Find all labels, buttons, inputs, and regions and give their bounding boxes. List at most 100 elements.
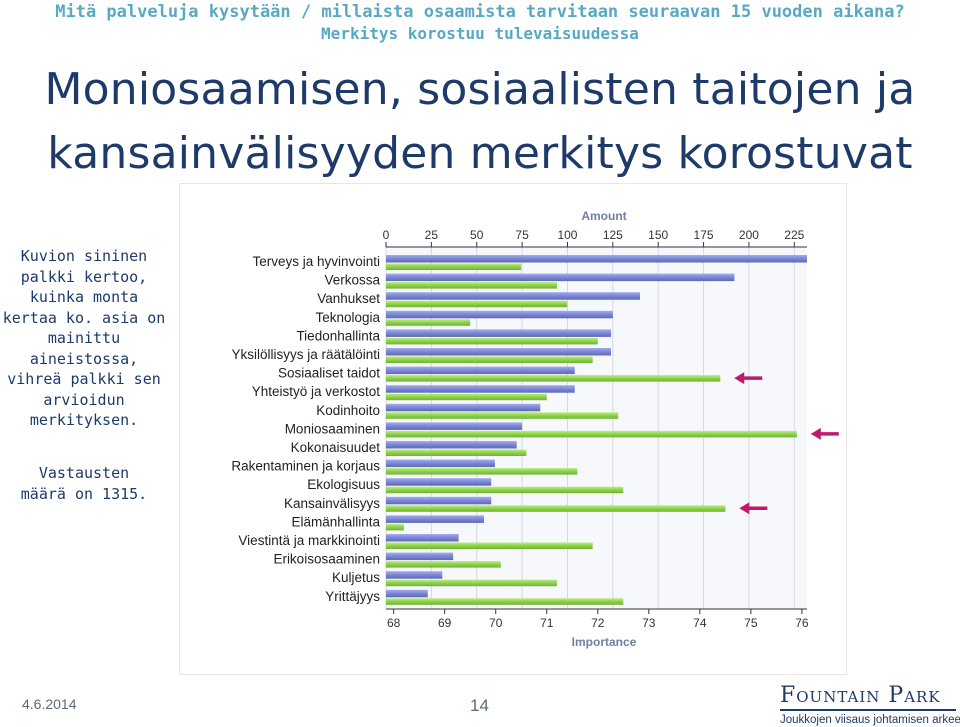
amount-bar xyxy=(386,515,484,523)
side-note-line: mainittu xyxy=(47,329,121,347)
amount-bar xyxy=(386,571,443,579)
page-title-line-2: kansainvälisyyden merkitys korostuvat xyxy=(47,128,913,179)
bottom-tick-label: 69 xyxy=(438,616,452,630)
category-label: Rakentaminen ja korjaus xyxy=(231,459,380,474)
page-title-line-1: Moniosaamisen, sosiaalisten taitojen ja xyxy=(44,64,916,115)
bottom-tick-label: 72 xyxy=(591,616,605,630)
bottom-axis-title: Importance xyxy=(572,635,637,649)
category-label: Sosiaaliset taidot xyxy=(278,366,380,381)
category-label: Kansainvälisyys xyxy=(284,496,380,511)
category-label: Tiedonhallinta xyxy=(296,328,380,343)
respondent-count-line: määrä on 1315. xyxy=(20,484,148,503)
importance-bar xyxy=(386,263,522,270)
importance-bar xyxy=(386,393,547,401)
top-tick-label: 150 xyxy=(648,228,668,242)
amount-bar xyxy=(386,329,612,337)
amount-bar xyxy=(386,385,575,393)
importance-bar xyxy=(386,542,593,549)
importance-bar xyxy=(386,468,578,475)
amount-bar xyxy=(386,496,492,505)
amount-bar xyxy=(386,366,575,375)
bottom-tick-label: 71 xyxy=(540,616,554,630)
importance-bar xyxy=(386,523,404,531)
amount-bar xyxy=(386,348,612,356)
importance-bar xyxy=(386,337,598,345)
importance-bar xyxy=(386,356,593,363)
category-label: Yrittäjyys xyxy=(325,589,380,604)
category-label: Viestintä ja markkinointi xyxy=(238,533,380,548)
category-label: Kokonaisuudet xyxy=(291,440,381,455)
side-note-line: kertaa ko. asia on xyxy=(2,308,166,327)
side-note-line: vihreä palkki sen xyxy=(7,370,161,388)
bottom-tick-label: 76 xyxy=(795,616,809,630)
importance-bar xyxy=(386,300,568,308)
highlight-arrow-head xyxy=(739,502,750,515)
amount-bar xyxy=(386,441,517,449)
logo-tagline: Joukkojen viisaus johtamisen arkeen xyxy=(780,714,960,726)
side-note-line: kuinka monta xyxy=(29,288,139,306)
side-note-line: palkki kertoo, xyxy=(20,267,148,286)
amount-bar xyxy=(386,478,492,486)
amount-importance-chart: Amount 0 25 50 75 100 125 150 175 200 225 68 69 70 71 7… xyxy=(231,209,839,649)
logo-name: Fountain Park xyxy=(780,683,941,708)
side-note-line: aineistossa, xyxy=(29,349,139,368)
top-tick-label: 100 xyxy=(557,228,577,242)
bottom-tick-label: 73 xyxy=(642,616,656,630)
page-number: 14 xyxy=(470,696,489,715)
amount-bar xyxy=(386,403,541,412)
amount-bar xyxy=(386,422,523,430)
footer-date: 4.6.2014 xyxy=(22,696,77,712)
logo-rule xyxy=(780,709,956,711)
side-note-line: Kuvion sininen xyxy=(20,247,148,265)
amount-bar xyxy=(386,292,641,300)
importance-bar xyxy=(386,412,619,419)
importance-bar xyxy=(386,449,527,456)
respondent-count-note: Vastausten määrä on 1315. xyxy=(0,463,168,504)
amount-bar xyxy=(386,534,459,542)
category-label: Verkossa xyxy=(324,273,380,288)
category-label: Teknologia xyxy=(315,310,380,325)
side-note-line: merkityksen. xyxy=(29,411,139,429)
importance-bar xyxy=(386,486,624,494)
category-label: Yhteistyö ja verkostot xyxy=(252,384,381,399)
chart-panel: Amount 0 25 50 75 100 125 150 175 200 225 68 69 70 71 7… xyxy=(180,184,846,674)
importance-bar xyxy=(386,505,726,512)
importance-bar xyxy=(386,375,721,382)
importance-bar xyxy=(386,282,557,289)
amount-bar xyxy=(386,273,735,282)
highlight-arrow-head xyxy=(810,427,821,440)
bottom-tick-label: 70 xyxy=(489,616,503,630)
side-note-line: arvioidun xyxy=(43,390,125,409)
importance-bar xyxy=(386,561,501,568)
importance-bar xyxy=(386,430,797,438)
page-title: Moniosaamisen, sosiaalisten taitojen ja … xyxy=(0,58,960,186)
amount-bar xyxy=(386,552,454,561)
bottom-tick-label: 74 xyxy=(693,616,707,630)
top-tick-label: 175 xyxy=(694,228,714,242)
category-label: Terveys ja hyvinvointi xyxy=(252,254,380,269)
importance-bar xyxy=(386,598,624,605)
bottom-tick-label: 75 xyxy=(744,616,758,630)
header-question: Mitä palveluja kysytään / millaista osaa… xyxy=(55,2,905,22)
top-tick-label: 200 xyxy=(739,228,759,242)
category-label: Vanhukset xyxy=(317,291,380,306)
amount-bar xyxy=(386,310,613,319)
top-tick-label: 75 xyxy=(515,228,529,242)
top-tick-label: 25 xyxy=(425,228,439,242)
importance-bar xyxy=(386,319,471,326)
top-tick-label: 125 xyxy=(603,228,623,242)
bottom-tick-label: 68 xyxy=(387,616,401,630)
amount-bar xyxy=(386,459,495,468)
category-label: Moniosaaminen xyxy=(285,421,380,436)
amount-bar xyxy=(386,589,428,598)
category-label: Ekologisuus xyxy=(307,477,380,492)
category-label: Elämänhallinta xyxy=(291,514,380,529)
category-label: Kodinhoito xyxy=(316,403,380,418)
header-subtitle: Merkitys korostuu tulevaisuudessa xyxy=(321,24,639,43)
top-axis-title: Amount xyxy=(581,209,626,223)
category-label: Erikoisosaaminen xyxy=(273,552,380,567)
top-tick-label: 225 xyxy=(784,228,804,242)
side-note: Kuvion sininen palkki kertoo, kuinka mon… xyxy=(0,246,168,431)
amount-bar xyxy=(386,255,807,263)
top-tick-label: 50 xyxy=(470,228,484,242)
